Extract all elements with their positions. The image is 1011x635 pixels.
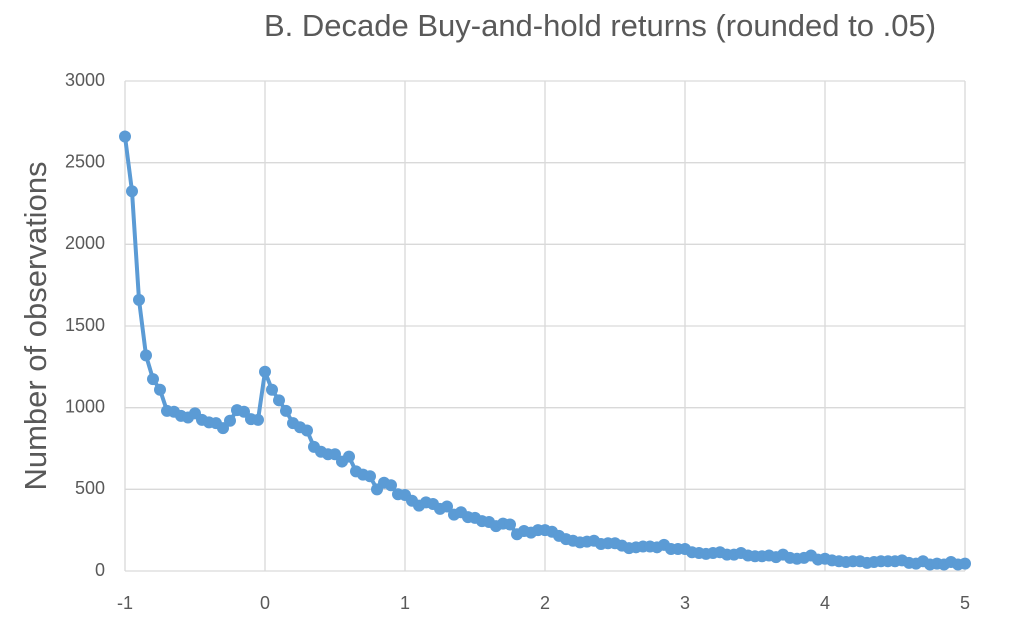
x-tick-label: -1 xyxy=(117,593,133,613)
data-point xyxy=(126,185,138,198)
y-tick-label: 2000 xyxy=(65,233,105,253)
y-tick-label: 500 xyxy=(75,478,105,498)
data-point xyxy=(119,130,131,143)
x-tick-label: 1 xyxy=(400,593,410,613)
x-tick-label: 3 xyxy=(680,593,690,613)
data-point xyxy=(252,413,264,426)
data-point xyxy=(441,500,453,513)
data-point xyxy=(504,518,516,531)
y-tick-label: 2500 xyxy=(65,151,105,171)
y-tick-label: 3000 xyxy=(65,70,105,90)
x-tick-label: 2 xyxy=(540,593,550,613)
data-point xyxy=(259,365,271,378)
data-point xyxy=(147,373,159,386)
data-point xyxy=(280,404,292,417)
y-axis-label: Number of observations xyxy=(18,161,53,490)
data-point xyxy=(364,470,376,483)
y-tick-label: 0 xyxy=(95,560,105,580)
data-point xyxy=(273,394,285,407)
data-point xyxy=(959,557,971,570)
data-point xyxy=(385,479,397,492)
data-point xyxy=(301,424,313,437)
data-point xyxy=(224,414,236,427)
chart-title: B. Decade Buy-and-hold returns (rounded … xyxy=(264,8,936,43)
data-point xyxy=(343,450,355,463)
data-point xyxy=(266,383,278,396)
y-tick-label: 1000 xyxy=(65,396,105,416)
data-point xyxy=(140,349,152,362)
x-tick-label: 0 xyxy=(260,593,270,613)
data-point xyxy=(154,383,166,396)
data-point xyxy=(133,293,145,306)
x-tick-label: 4 xyxy=(820,593,830,613)
x-tick-label: 5 xyxy=(960,593,970,613)
y-tick-label: 1500 xyxy=(65,315,105,335)
